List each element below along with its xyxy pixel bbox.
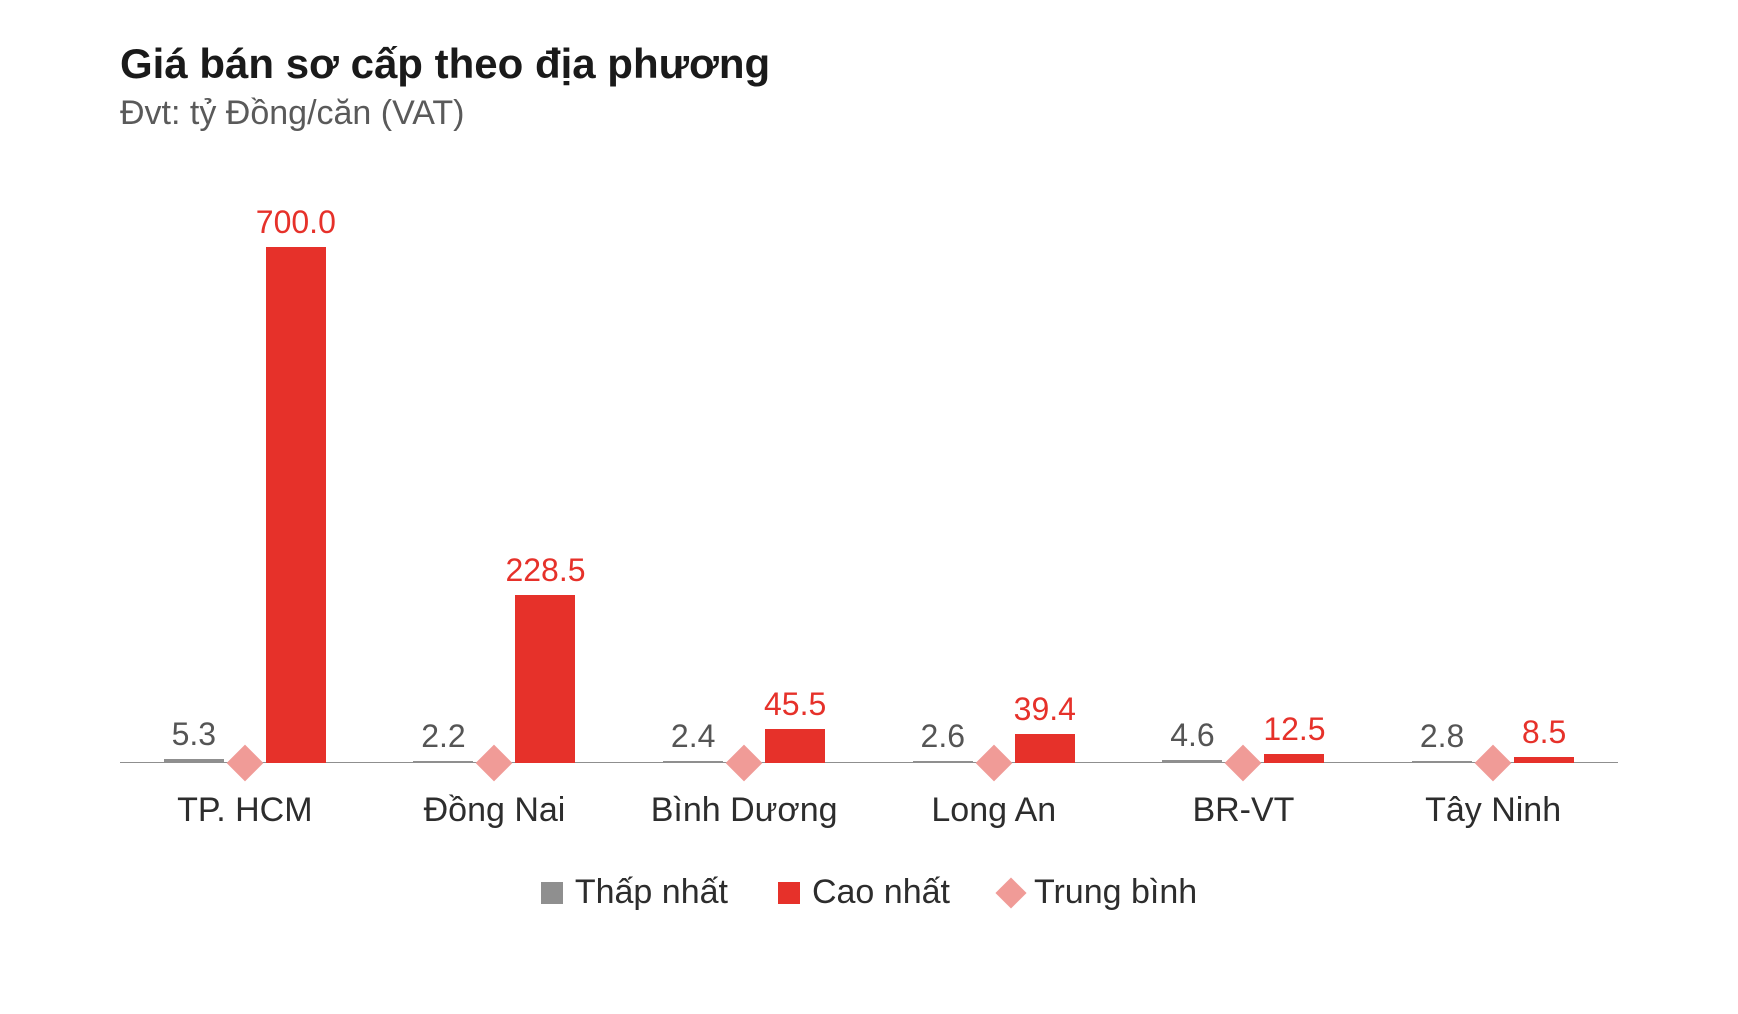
bar-group: 5.3 700.0 [130, 203, 360, 763]
bar-high: 228.5 [515, 595, 575, 763]
category-label: Long An [879, 791, 1109, 830]
legend-swatch-high-icon [778, 882, 800, 904]
bar-low: 2.6 [913, 761, 973, 763]
bar-high: 12.5 [1264, 754, 1324, 763]
bar-high: 700.0 [266, 247, 326, 763]
bar-low: 4.6 [1162, 760, 1222, 763]
marker-slot [727, 762, 761, 763]
bar-high-value: 228.5 [505, 552, 585, 595]
bar-low: 2.4 [663, 761, 723, 763]
bar-low: 2.2 [413, 761, 473, 763]
avg-marker-diamond-icon [1475, 745, 1512, 782]
avg-marker-diamond-icon [476, 745, 513, 782]
marker-slot [1476, 762, 1510, 763]
marker-slot [977, 762, 1011, 763]
bar-high-value: 39.4 [1014, 691, 1076, 734]
bar-group: 4.6 12.5 [1128, 203, 1358, 763]
bar-low-value: 2.8 [1420, 718, 1464, 761]
marker-slot [477, 762, 511, 763]
bar-group: 2.6 39.4 [879, 203, 1109, 763]
bar-high-value: 8.5 [1522, 714, 1566, 757]
bar-group: 2.8 8.5 [1378, 203, 1608, 763]
bar-low: 5.3 [164, 759, 224, 763]
category-label: Bình Dương [629, 791, 859, 830]
legend-item-high: Cao nhất [778, 873, 950, 912]
legend-item-low-label: Thấp nhất [575, 873, 728, 912]
bar-high: 45.5 [765, 729, 825, 763]
bar-high: 39.4 [1015, 734, 1075, 763]
chart-container: Giá bán sơ cấp theo địa phương Đvt: tỷ Đ… [0, 0, 1738, 1014]
bar-low-value: 2.4 [671, 718, 715, 761]
category-label: TP. HCM [130, 791, 360, 830]
bar-high-value: 12.5 [1263, 711, 1325, 754]
bar-high-value: 45.5 [764, 686, 826, 729]
marker-slot [1226, 762, 1260, 763]
legend-item-avg: Trung bình [1000, 873, 1197, 912]
bar-group: 2.4 45.5 [629, 203, 859, 763]
chart-subtitle: Đvt: tỷ Đồng/căn (VAT) [120, 94, 1618, 133]
bar-high: 8.5 [1514, 757, 1574, 763]
bar-low-value: 2.6 [921, 718, 965, 761]
category-label: Tây Ninh [1378, 791, 1608, 830]
marker-slot [228, 762, 262, 763]
category-label: Đồng Nai [379, 791, 609, 830]
legend-swatch-avg-icon [995, 877, 1026, 908]
avg-marker-diamond-icon [726, 745, 763, 782]
bar-low: 2.8 [1412, 761, 1472, 763]
bar-group: 2.2 228.5 [379, 203, 609, 763]
legend-swatch-low-icon [541, 882, 563, 904]
legend: Thấp nhất Cao nhất Trung bình [120, 873, 1618, 912]
legend-item-low: Thấp nhất [541, 873, 728, 912]
avg-marker-diamond-icon [226, 745, 263, 782]
category-labels-row: TP. HCM Đồng Nai Bình Dương Long An BR-VT Tây… [120, 791, 1618, 830]
category-label: BR-VT [1128, 791, 1358, 830]
bar-high-value: 700.0 [256, 204, 336, 247]
plot-area: 5.3 700.0 2.2 228.5 2.4 45.5 2.6 39.4 4.6 12.5 2.8… [120, 203, 1618, 763]
legend-item-high-label: Cao nhất [812, 873, 950, 912]
avg-marker-diamond-icon [1225, 745, 1262, 782]
avg-marker-diamond-icon [975, 745, 1012, 782]
chart-title: Giá bán sơ cấp theo địa phương [120, 40, 1618, 88]
bar-low-value: 4.6 [1170, 717, 1214, 760]
bar-groups: 5.3 700.0 2.2 228.5 2.4 45.5 2.6 39.4 4.6 12.5 2.8… [120, 203, 1618, 763]
bar-low-value: 5.3 [172, 716, 216, 759]
legend-item-avg-label: Trung bình [1034, 873, 1197, 912]
bar-low-value: 2.2 [421, 718, 465, 761]
